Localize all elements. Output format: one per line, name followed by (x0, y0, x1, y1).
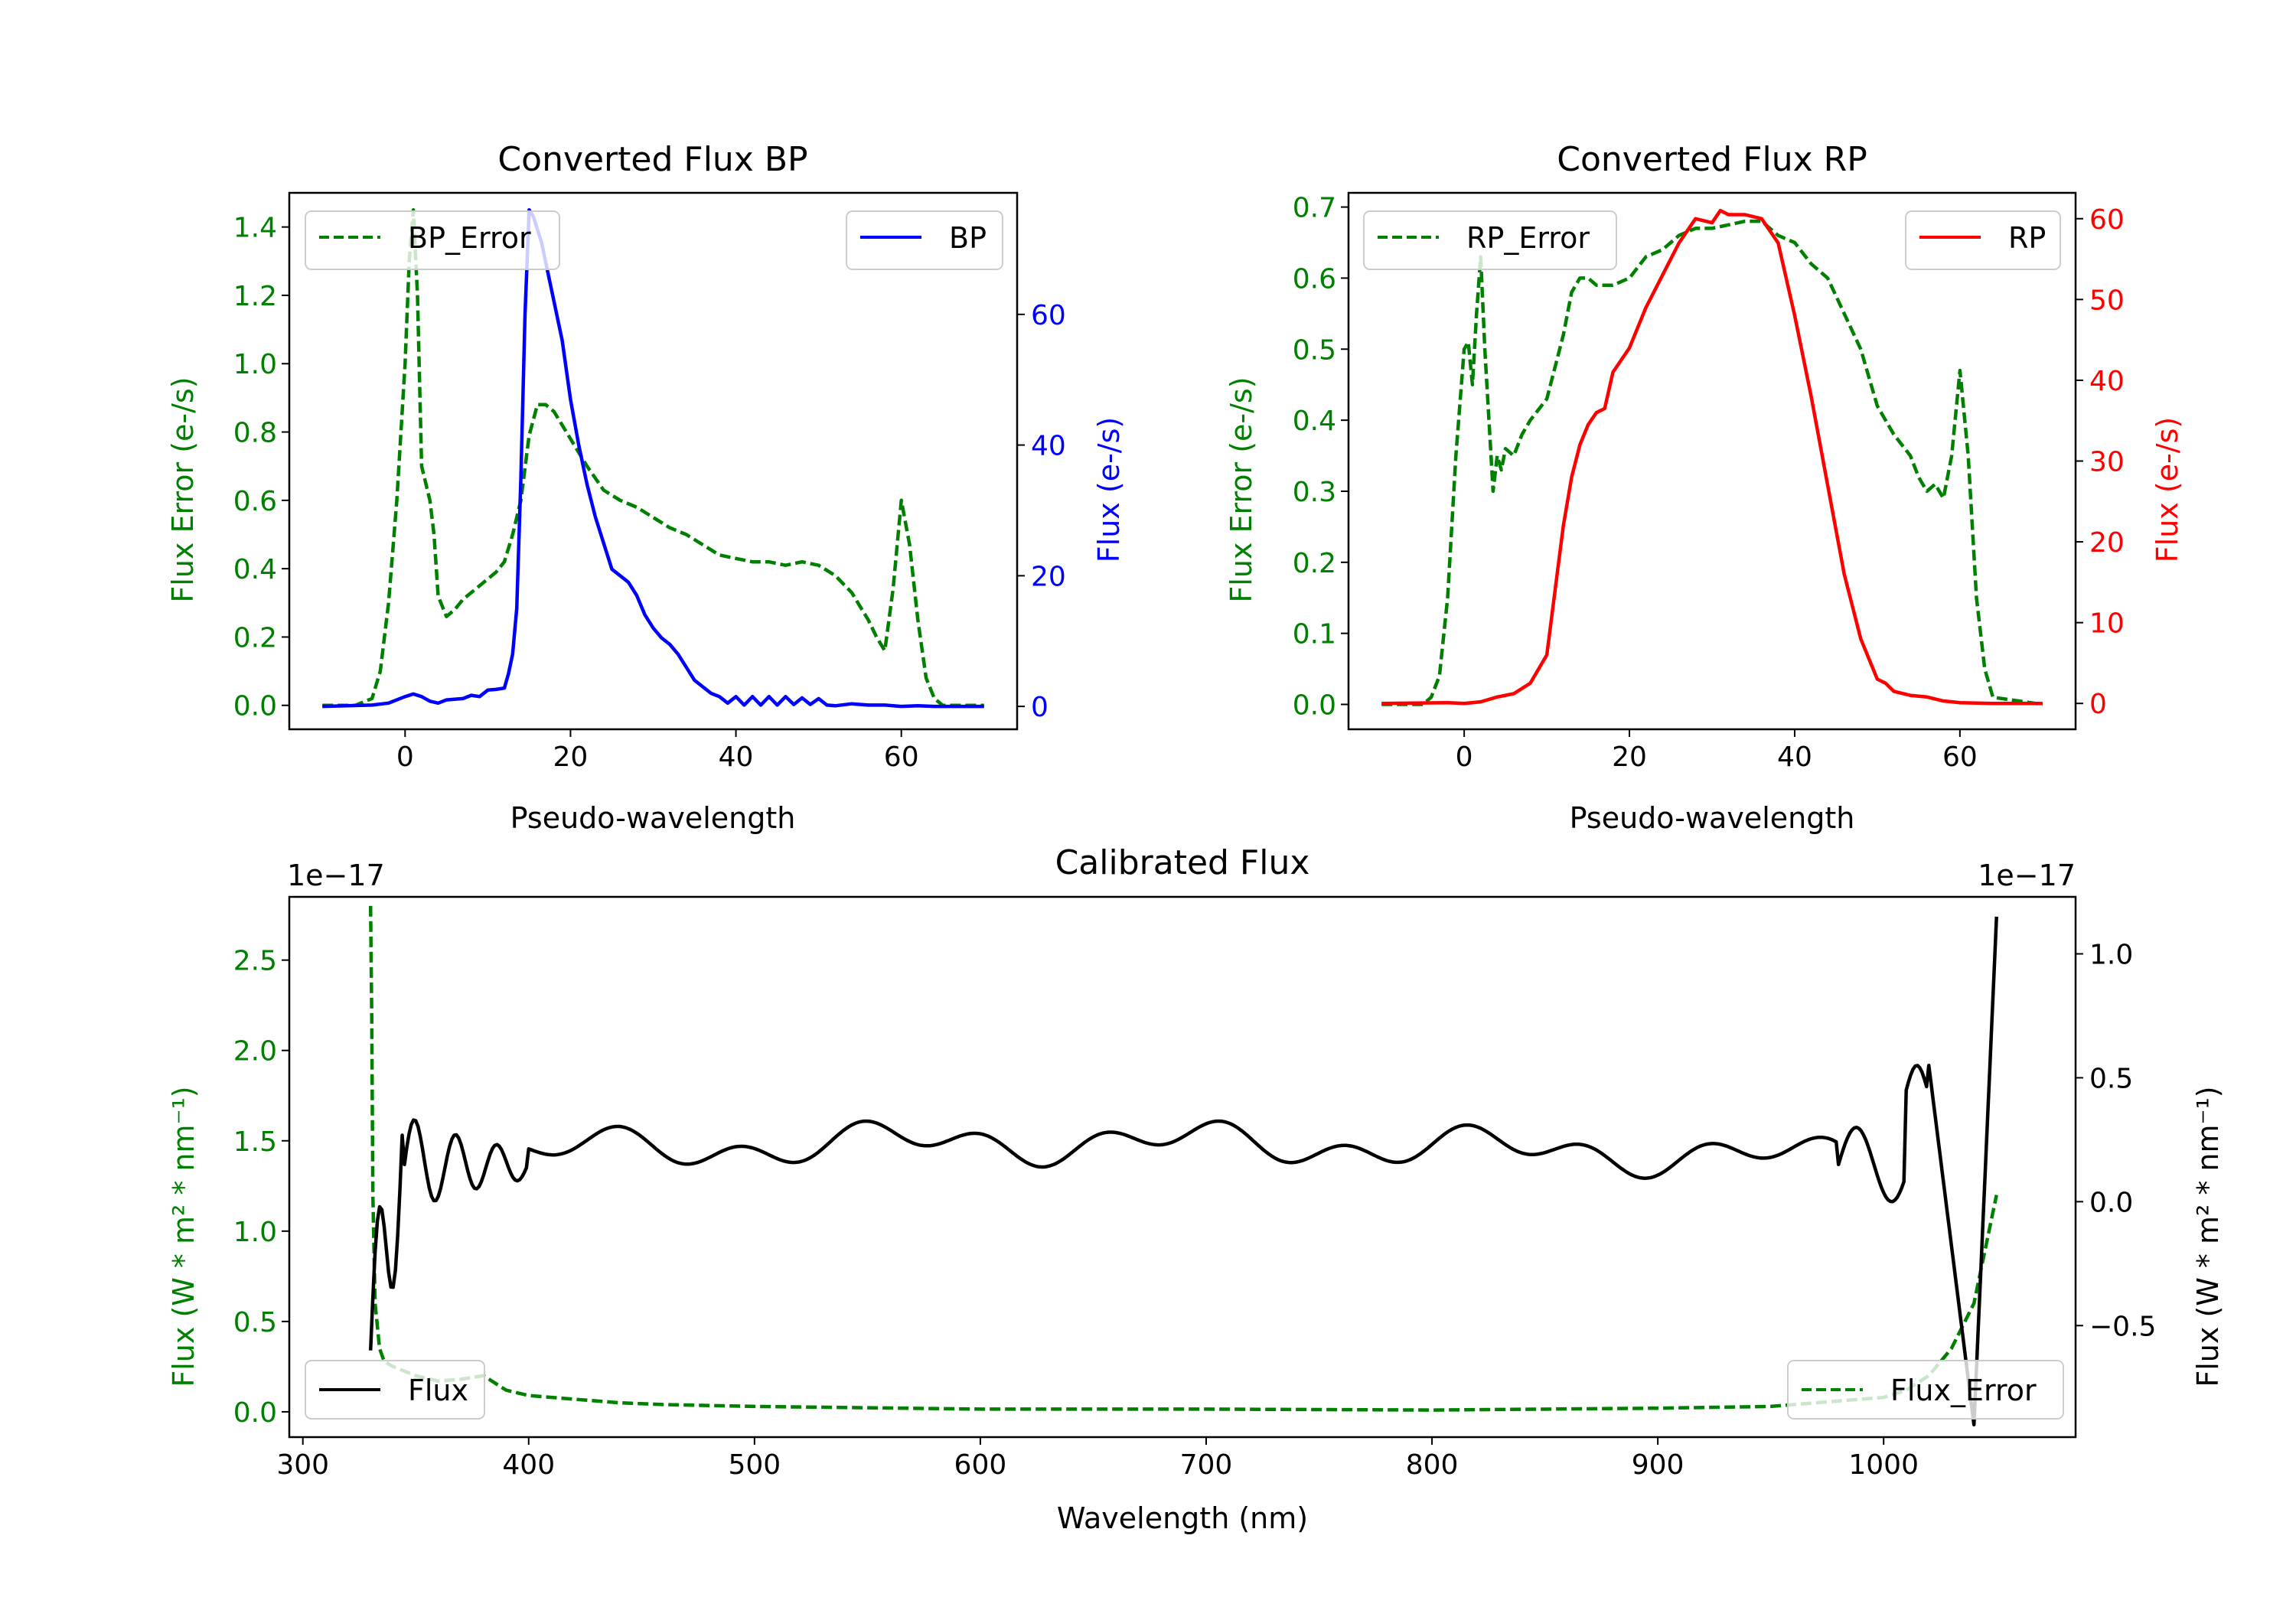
bp-panel: Converted Flux BP 0 20 40 60 0.0 0.2 0.4 0.6 0.8… (166, 140, 1126, 835)
rp-xtick-label: 20 (1612, 742, 1647, 773)
cal-legend-flux[interactable]: Flux (305, 1360, 485, 1420)
rp-ytick-right-label: 60 (2089, 204, 2125, 236)
cal-legend-error-label: Flux_Error (1890, 1374, 2037, 1407)
rp-ytick-right-label: 10 (2089, 608, 2125, 640)
cal-ytick-left-label: 1.0 (233, 1217, 277, 1248)
rp-legend-error[interactable]: RP_Error (1363, 210, 1617, 270)
cal-offset-left: 1e−17 (287, 859, 385, 892)
rp-ytick-left-label: 0.4 (1293, 406, 1336, 437)
bp-xtick-label: 60 (884, 742, 919, 773)
rp-legend-flux-label: RP (2008, 221, 2046, 255)
bp-ytick-left-label: 0.8 (233, 418, 277, 449)
bp-xtick-label: 0 (396, 742, 414, 773)
rp-panel: Converted Flux RP 0 20 40 60 0.0 0.1 0.2 0.3 0.4… (1225, 140, 2184, 835)
cal-legend-error[interactable]: Flux_Error (1787, 1360, 2064, 1420)
rp-ytick-left-label: 0.2 (1293, 548, 1336, 579)
cal-title: Calibrated Flux (1055, 843, 1310, 882)
rp-xtick-label: 40 (1777, 742, 1812, 773)
cal-ylabel-left: Flux (W * m² * nm⁻¹) (167, 1086, 201, 1387)
rp-title: Converted Flux RP (1557, 140, 1867, 179)
cal-xtick-label: 800 (1406, 1449, 1459, 1481)
rp-legend-error-label: RP_Error (1466, 221, 1590, 255)
rp-xlabel: Pseudo-wavelength (1570, 801, 1855, 835)
bp-ytick-right-label: 60 (1031, 300, 1066, 331)
cal-plot-area: 300 400 500 600 700 800 900 1000 0.0 0.5 1.0 1.5 2.0… (233, 895, 2156, 1481)
rp-ytick-right-label: 30 (2089, 447, 2125, 478)
cal-ytick-left-label: 2.0 (233, 1036, 277, 1068)
rp-ytick-right-label: 40 (2089, 366, 2125, 397)
bp-series-bp-error (322, 208, 984, 707)
cal-ytick-left-label: 0.5 (233, 1307, 277, 1338)
rp-ytick-right-label: 20 (2089, 527, 2125, 559)
bp-ytick-left-label: 0.2 (233, 622, 277, 654)
cal-xtick-label: 700 (1180, 1449, 1233, 1481)
bp-ytick-left-label: 1.2 (233, 281, 277, 312)
bp-series-bp (322, 207, 984, 709)
bp-axes-frame (288, 191, 1019, 731)
rp-ytick-left-label: 0.1 (1293, 619, 1336, 650)
cal-xtick-label: 600 (954, 1449, 1007, 1481)
rp-ytick-right-label: 0 (2089, 689, 2107, 720)
bp-ytick-left-label: 0.0 (233, 691, 277, 722)
bp-ytick-left-label: 0.4 (233, 554, 277, 585)
bp-ytick-right-label: 20 (1031, 561, 1066, 592)
bp-xtick-label: 40 (719, 742, 754, 773)
bp-xlabel: Pseudo-wavelength (510, 801, 796, 835)
cal-xtick-label: 300 (276, 1449, 329, 1481)
rp-ylabel-right: Flux (e-/s) (2151, 417, 2184, 562)
cal-xlabel: Wavelength (nm) (1057, 1501, 1308, 1535)
cal-ytick-left-label: 0.0 (233, 1397, 277, 1429)
rp-ytick-left-label: 0.7 (1293, 193, 1336, 224)
bp-ytick-left-label: 1.4 (233, 213, 277, 244)
bp-plot-area: 0 20 40 60 0.0 0.2 0.4 0.6 0.8 1.0 1.2 1.4 0 20 40 60 (233, 191, 1066, 773)
rp-legend-flux[interactable]: RP (1905, 210, 2061, 270)
cal-ylabel-right: Flux (W * m² * nm⁻¹) (2191, 1086, 2225, 1387)
cal-ytick-right-label: 0.0 (2089, 1187, 2133, 1218)
bp-ylabel-left: Flux Error (e-/s) (166, 376, 200, 602)
cal-xtick-label: 1000 (1848, 1449, 1919, 1481)
cal-xtick-label: 900 (1632, 1449, 1684, 1481)
rp-series-rp (1381, 208, 2043, 706)
calibrated-panel: Calibrated Flux 300 400 500 600 700 800 900 100… (167, 843, 2225, 1535)
cal-xtick-label: 500 (728, 1449, 781, 1481)
rp-ytick-left-label: 0.5 (1293, 334, 1336, 366)
rp-ytick-right-label: 50 (2089, 285, 2125, 316)
rp-ytick-left-label: 0.3 (1293, 477, 1336, 508)
cal-ytick-right-label: 0.5 (2089, 1063, 2133, 1094)
rp-ylabel-left: Flux Error (e-/s) (1225, 376, 1258, 602)
cal-ytick-left-label: 2.5 (233, 946, 277, 977)
cal-legend-flux-label: Flux (408, 1374, 468, 1407)
bp-ylabel-right: Flux (e-/s) (1092, 417, 1126, 562)
bp-ytick-right-label: 40 (1031, 431, 1066, 462)
rp-plot-area: 0 20 40 60 0.0 0.1 0.2 0.3 0.4 0.5 0.6 0.7 0 10 20 30 40… (1293, 191, 2125, 773)
bp-xtick-label: 20 (553, 742, 589, 773)
rp-xtick-label: 0 (1456, 742, 1473, 773)
bp-ytick-left-label: 1.0 (233, 349, 277, 380)
bp-ytick-right-label: 0 (1031, 692, 1049, 723)
bp-legend-error[interactable]: BP_Error (305, 210, 560, 270)
cal-axes-frame (288, 895, 2077, 1439)
cal-offset-right: 1e−17 (1978, 859, 2076, 892)
bp-legend-error-label: BP_Error (408, 221, 531, 255)
cal-ytick-right-label: −0.5 (2089, 1311, 2156, 1342)
rp-ytick-left-label: 0.6 (1293, 263, 1336, 295)
rp-xtick-label: 60 (1942, 742, 1978, 773)
bp-legend-flux[interactable]: BP (846, 210, 1003, 270)
bp-legend-flux-label: BP (949, 221, 987, 255)
bp-title: Converted Flux BP (497, 140, 807, 179)
bp-ytick-left-label: 0.6 (233, 486, 277, 517)
rp-ytick-left-label: 0.0 (1293, 690, 1336, 722)
cal-ytick-left-label: 1.5 (233, 1126, 277, 1158)
cal-series-flux (368, 916, 1998, 1427)
cal-ytick-right-label: 1.0 (2089, 939, 2133, 970)
cal-xtick-label: 400 (502, 1449, 555, 1481)
